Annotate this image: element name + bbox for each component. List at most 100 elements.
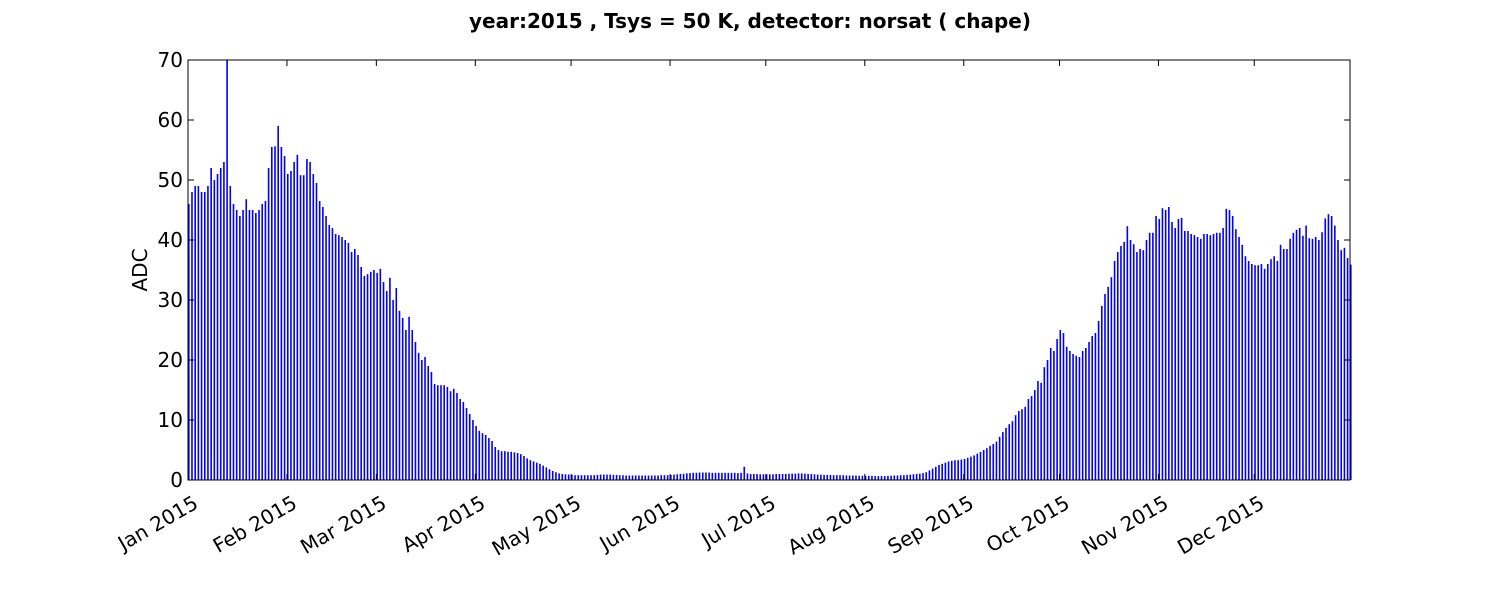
bar	[197, 186, 200, 480]
plot-frame	[187, 59, 1351, 481]
bar	[558, 473, 560, 480]
bar	[947, 461, 950, 480]
bar	[708, 472, 710, 480]
bar	[500, 451, 503, 480]
bar	[848, 475, 851, 480]
bar	[599, 474, 602, 480]
bar	[1091, 336, 1094, 480]
bar	[497, 450, 500, 480]
bar	[982, 450, 985, 480]
bar	[242, 210, 244, 480]
bar	[992, 444, 995, 480]
bar	[986, 448, 988, 480]
bar	[443, 385, 445, 480]
bar	[1187, 231, 1189, 480]
x-tick-label: Sep 2015	[883, 491, 977, 559]
bar	[264, 201, 267, 480]
bar	[462, 402, 465, 480]
bar	[1327, 214, 1330, 480]
bar	[1184, 231, 1186, 480]
bar	[625, 475, 627, 480]
bar	[468, 414, 471, 480]
bar	[539, 463, 541, 480]
bar	[334, 234, 337, 480]
bar	[1279, 244, 1282, 480]
x-tick-label: Dec 2015	[1173, 491, 1268, 560]
bar	[484, 435, 487, 480]
bar	[1206, 234, 1208, 480]
bar	[583, 475, 586, 480]
bar	[526, 458, 528, 480]
bar	[232, 204, 235, 480]
bar	[1062, 333, 1065, 480]
bar	[692, 472, 694, 480]
bar	[580, 475, 583, 480]
bar	[618, 475, 621, 480]
bar	[1177, 219, 1180, 480]
bar	[363, 276, 366, 480]
bar	[299, 175, 302, 480]
bar	[347, 243, 350, 480]
bar	[724, 472, 726, 480]
bar	[1075, 355, 1078, 480]
bar	[226, 60, 228, 480]
bar	[318, 201, 321, 480]
bar	[1334, 225, 1336, 480]
x-tick-label: Nov 2015	[1077, 491, 1172, 560]
bar	[1078, 357, 1081, 480]
bar	[341, 237, 343, 480]
bar	[1148, 232, 1151, 480]
bar	[628, 475, 631, 480]
bar	[941, 463, 943, 480]
bar	[603, 474, 605, 480]
x-tick-label: Apr 2015	[398, 491, 490, 558]
bar	[679, 474, 682, 480]
bar	[1321, 232, 1323, 480]
bar	[1225, 208, 1228, 481]
bar	[960, 459, 963, 480]
bar	[1005, 427, 1007, 480]
bar	[1101, 306, 1103, 480]
bar	[976, 453, 979, 480]
bar	[1247, 261, 1250, 480]
bar	[545, 467, 548, 480]
bar	[385, 291, 388, 480]
bar	[277, 126, 279, 480]
bar	[1340, 250, 1343, 480]
bar	[1212, 234, 1215, 480]
bar	[216, 174, 219, 480]
bar	[1330, 216, 1333, 480]
bar	[765, 474, 768, 480]
bar	[456, 393, 458, 480]
bar	[551, 471, 554, 480]
bar	[239, 216, 241, 480]
bar	[877, 476, 880, 480]
bar	[676, 474, 679, 480]
bar	[283, 156, 286, 480]
bar	[561, 474, 564, 480]
bar	[705, 472, 707, 480]
bar	[1215, 232, 1218, 480]
bar	[852, 475, 854, 480]
bar	[1065, 346, 1068, 480]
bar	[577, 475, 580, 480]
bar	[194, 186, 196, 480]
bar	[740, 472, 742, 480]
bar	[654, 475, 656, 480]
bar	[915, 474, 918, 480]
bar	[657, 475, 659, 480]
y-tick-label: 50	[158, 168, 183, 192]
bar	[245, 199, 248, 480]
x-tick-label: Jan 2015	[112, 491, 202, 557]
bar	[1308, 238, 1311, 480]
bar	[1033, 390, 1036, 480]
bar	[229, 186, 232, 480]
bar	[1136, 252, 1138, 480]
bar	[440, 385, 442, 480]
bar	[682, 473, 685, 480]
bar	[775, 474, 777, 480]
bar	[200, 192, 203, 480]
bar	[711, 472, 714, 480]
bar	[797, 473, 800, 480]
bar	[979, 451, 982, 480]
